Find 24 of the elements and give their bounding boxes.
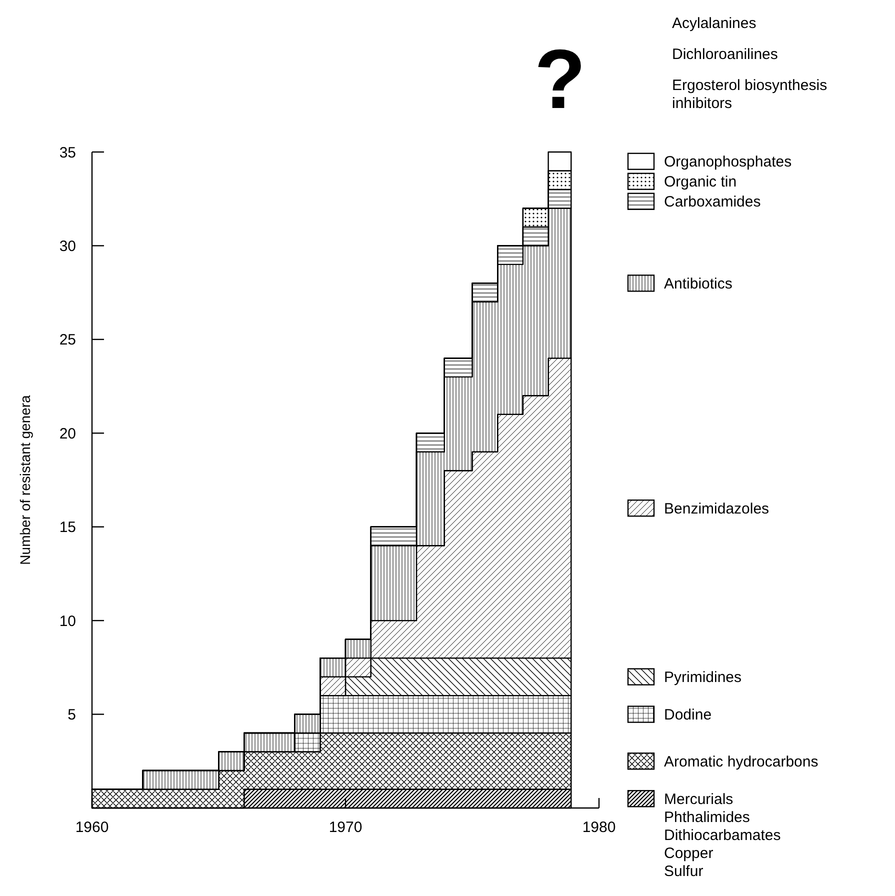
text: Acylalanines [672, 15, 756, 32]
y-tick-label: 20 [59, 425, 76, 442]
y-tick-label: 30 [59, 238, 76, 255]
x-tick-label: 1980 [582, 819, 616, 836]
y-tick-label: 35 [59, 144, 76, 162]
y-tick-label: 15 [59, 519, 76, 536]
x-tick-label: 1960 [75, 819, 109, 836]
y-tick-label: 10 [59, 612, 76, 630]
y-axis-title: Number of resistant genera [17, 394, 33, 565]
y-tick-label: 25 [59, 332, 76, 349]
legend-label: Benzimidazoles [664, 500, 770, 518]
legend-label: Carboxamides [664, 194, 761, 211]
text: Dichloroanilines [672, 46, 778, 63]
y-tick-label: 5 [68, 706, 76, 724]
text: ? [534, 32, 586, 126]
legend-label: Organic tin [664, 174, 737, 191]
legend-label: Pyrimidines [664, 669, 742, 686]
text: Ergosterol biosynthesis inhibitors [672, 77, 828, 112]
legend-label: Aromatic hydrocarbons [664, 753, 818, 770]
legend-label: Mercurials Phthalimides Dithiocarbamates Copper Sulfur [664, 790, 781, 880]
legend-label: Antibiotics [664, 275, 732, 292]
legend-label: Dodine [664, 706, 712, 724]
legend-label: Organophosphates [664, 154, 792, 171]
x-tick-label: 1970 [328, 819, 362, 836]
